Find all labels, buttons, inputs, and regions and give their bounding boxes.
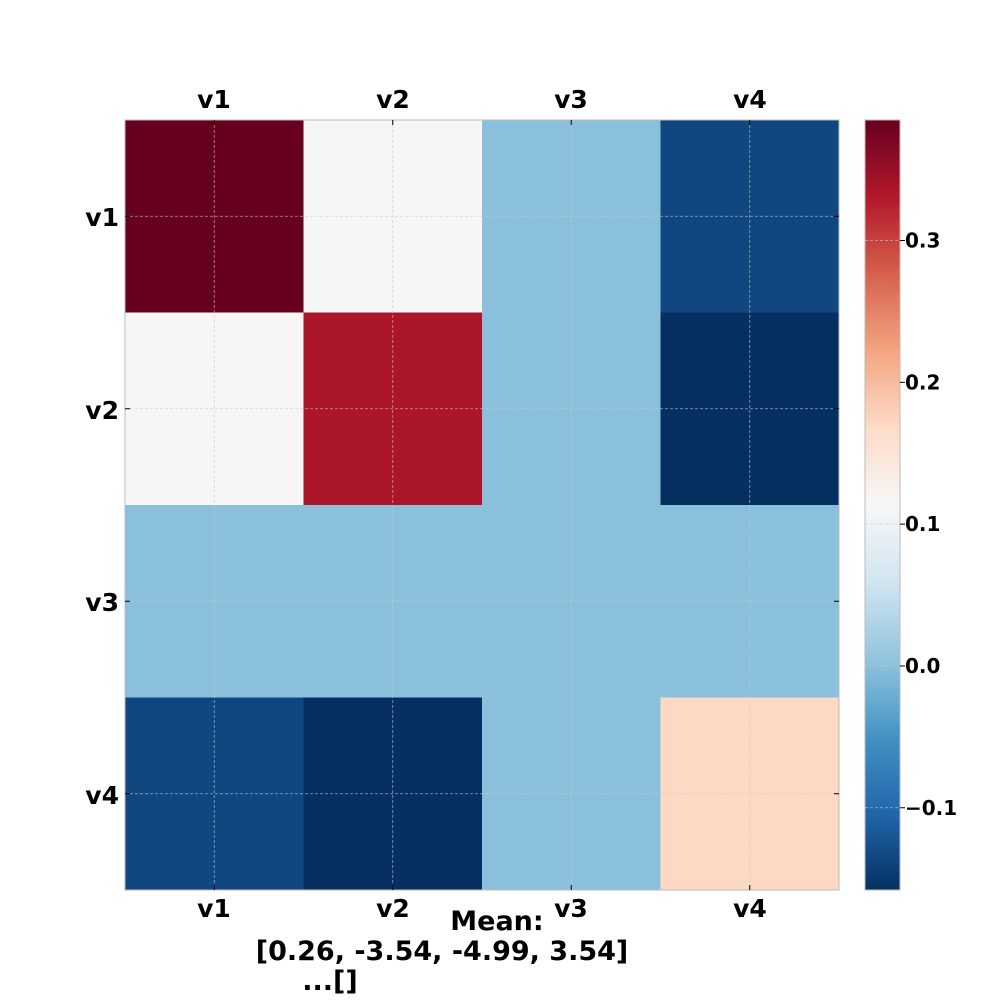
heatmap-cells bbox=[125, 120, 840, 891]
x-tick-top-label: v2 bbox=[376, 85, 410, 114]
caption-line: [0.26, -3.54, -4.99, 3.54] bbox=[256, 936, 629, 967]
axis-ticks bbox=[125, 120, 839, 890]
x-tick-top-label: v1 bbox=[197, 85, 231, 114]
heatmap-cell bbox=[125, 312, 304, 506]
colorbar bbox=[864, 119, 901, 891]
y-tick-label: v1 bbox=[85, 203, 119, 232]
colorbar-ticks: −0.1 0.0 0.1 0.2 0.3 bbox=[865, 229, 957, 820]
colorbar-tick-label: 0.3 bbox=[905, 229, 940, 253]
x-tick-top-label: v3 bbox=[554, 85, 588, 114]
x-tick-bottom-label: v3 bbox=[554, 894, 588, 923]
colorbar-tick-label: 0.1 bbox=[905, 512, 940, 536]
x-tick-bottom-label: v4 bbox=[733, 894, 767, 923]
y-tick-label: v4 bbox=[85, 781, 119, 810]
plot-frame bbox=[124, 119, 840, 891]
caption-line: Mean: bbox=[450, 906, 543, 937]
colorbar-tick-label: 0.2 bbox=[905, 370, 940, 394]
caption-line: ...[] bbox=[302, 966, 357, 997]
y-tick-label: v2 bbox=[85, 396, 119, 425]
colorbar-tick-label: 0.0 bbox=[905, 654, 940, 678]
colorbar-tick-label: −0.1 bbox=[905, 796, 957, 820]
heatmap-cell bbox=[125, 697, 304, 891]
heatmap-grid bbox=[125, 120, 839, 890]
x-tick-bottom-label: v2 bbox=[376, 894, 410, 923]
x-tick-top-label: v4 bbox=[733, 85, 767, 114]
x-tick-bottom-label: v1 bbox=[197, 894, 231, 923]
y-tick-label: v3 bbox=[85, 588, 119, 617]
